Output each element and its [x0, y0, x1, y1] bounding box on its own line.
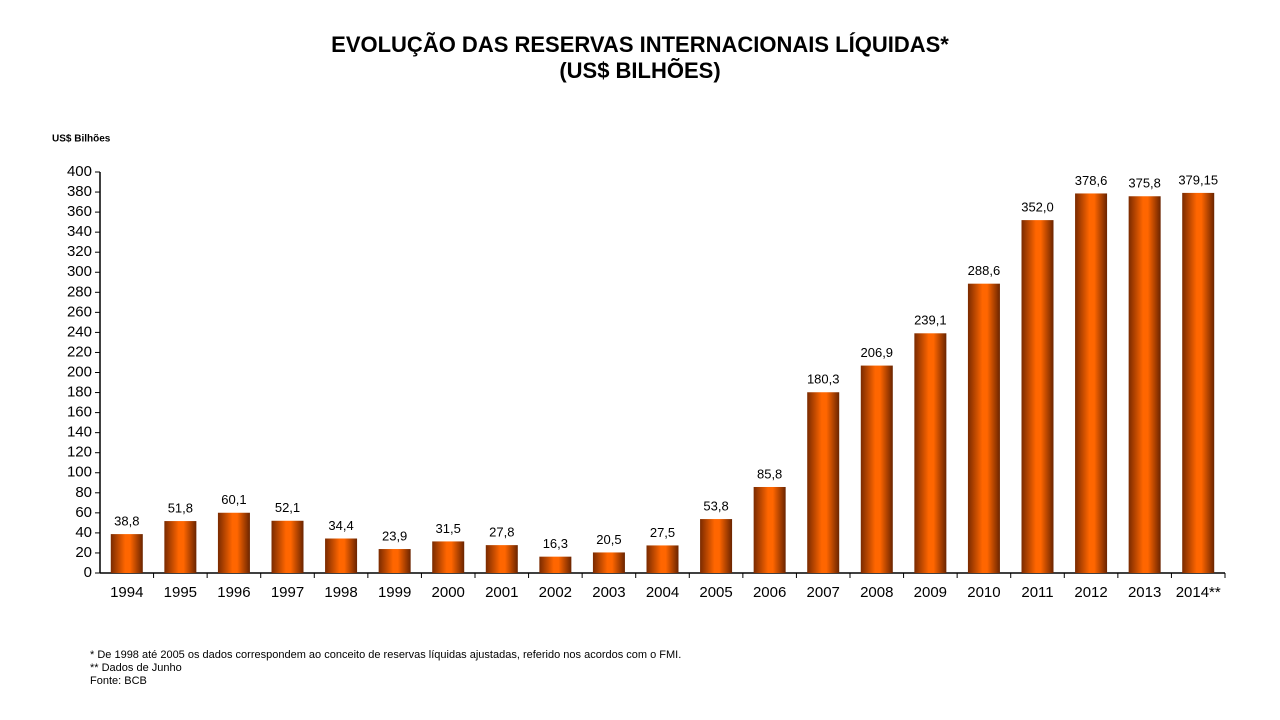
- x-tick-label: 2014**: [1176, 584, 1221, 601]
- y-tick-label: 400: [67, 163, 92, 180]
- y-tick-label: 280: [67, 283, 92, 300]
- y-tick-label: 260: [67, 303, 92, 320]
- x-tick-label: 1995: [164, 584, 197, 601]
- value-label: 239,1: [914, 313, 947, 328]
- bar: [485, 545, 518, 573]
- value-label: 51,8: [168, 501, 193, 516]
- x-tick-label: 2013: [1128, 584, 1161, 601]
- x-tick-label: 2005: [699, 584, 732, 601]
- y-tick-label: 60: [75, 504, 92, 521]
- value-label: 85,8: [757, 466, 782, 481]
- x-tick-label: 2002: [539, 584, 572, 601]
- bar: [217, 512, 250, 573]
- y-tick-label: 220: [67, 343, 92, 360]
- bar: [539, 556, 572, 573]
- y-tick-label: 40: [75, 524, 92, 541]
- y-tick-label: 340: [67, 223, 92, 240]
- x-tick-label: 1999: [378, 584, 411, 601]
- bar: [110, 534, 143, 573]
- bar: [592, 552, 625, 573]
- y-tick-label: 140: [67, 424, 92, 441]
- y-tick-label: 0: [84, 564, 92, 581]
- bar: [1128, 196, 1161, 573]
- note: ** Dados de Junho: [90, 662, 182, 674]
- y-tick-label: 360: [67, 203, 92, 220]
- y-tick-label: 100: [67, 464, 92, 481]
- y-tick-label: 120: [67, 444, 92, 461]
- note: * De 1998 até 2005 os dados correspondem…: [90, 649, 681, 661]
- value-label: 375,8: [1128, 176, 1161, 191]
- bar: [1182, 192, 1215, 573]
- value-label: 180,3: [807, 372, 840, 387]
- x-tick-label: 2006: [753, 584, 786, 601]
- bar: [164, 521, 197, 573]
- y-tick-label: 180: [67, 384, 92, 401]
- value-label: 20,5: [596, 532, 621, 547]
- bar: [914, 333, 947, 573]
- y-axis-label: US$ Bilhões: [52, 134, 111, 145]
- bar: [271, 520, 304, 573]
- x-tick-label: 1996: [217, 584, 250, 601]
- x-tick-label: 2011: [1021, 584, 1053, 601]
- value-label: 27,5: [650, 525, 675, 540]
- bar: [378, 549, 411, 573]
- x-tick-label: 2010: [967, 584, 1000, 601]
- bar: [860, 365, 893, 573]
- x-tick-label: 2007: [807, 584, 840, 601]
- y-tick-label: 300: [67, 263, 92, 280]
- value-label: 288,6: [968, 263, 1001, 278]
- bar: [753, 486, 786, 573]
- x-tick-label: 1994: [110, 584, 143, 601]
- y-tick-label: 80: [75, 484, 92, 501]
- y-tick-label: 20: [75, 544, 92, 561]
- bar: [432, 541, 465, 573]
- y-tick-label: 240: [67, 323, 92, 340]
- value-label: 27,8: [489, 525, 514, 540]
- chart-title: EVOLUÇÃO DAS RESERVAS INTERNACIONAIS LÍQ…: [331, 32, 949, 57]
- value-label: 53,8: [703, 499, 728, 514]
- value-label: 38,8: [114, 514, 139, 529]
- value-label: 379,15: [1178, 172, 1218, 187]
- x-tick-label: 2003: [592, 584, 625, 601]
- x-tick-label: 2000: [432, 584, 465, 601]
- y-tick-label: 160: [67, 404, 92, 421]
- value-label: 60,1: [221, 492, 246, 507]
- bar: [1075, 193, 1108, 574]
- value-label: 23,9: [382, 528, 407, 543]
- chart-subtitle: (US$ BILHÕES): [559, 58, 720, 83]
- y-tick-label: 380: [67, 183, 92, 200]
- x-tick-label: 2004: [646, 584, 679, 601]
- x-tick-label: 2001: [485, 584, 518, 601]
- y-tick-label: 320: [67, 243, 92, 260]
- bar: [967, 283, 1000, 573]
- x-tick-label: 2012: [1074, 584, 1107, 601]
- bar: [1021, 220, 1054, 573]
- bar: [700, 519, 733, 573]
- value-label: 16,3: [543, 536, 568, 551]
- value-label: 34,4: [328, 518, 353, 533]
- value-label: 378,6: [1075, 173, 1108, 188]
- bar: [325, 538, 358, 573]
- value-label: 206,9: [861, 345, 894, 360]
- x-tick-label: 1997: [271, 584, 304, 601]
- value-label: 31,5: [436, 521, 461, 536]
- y-tick-label: 200: [67, 363, 92, 380]
- x-tick-label: 2009: [914, 584, 947, 601]
- bar: [646, 545, 679, 573]
- bar: [807, 392, 840, 573]
- x-tick-label: 1998: [324, 584, 357, 601]
- x-tick-label: 2008: [860, 584, 893, 601]
- note: Fonte: BCB: [90, 675, 147, 687]
- value-label: 52,1: [275, 500, 300, 515]
- value-label: 352,0: [1021, 200, 1054, 215]
